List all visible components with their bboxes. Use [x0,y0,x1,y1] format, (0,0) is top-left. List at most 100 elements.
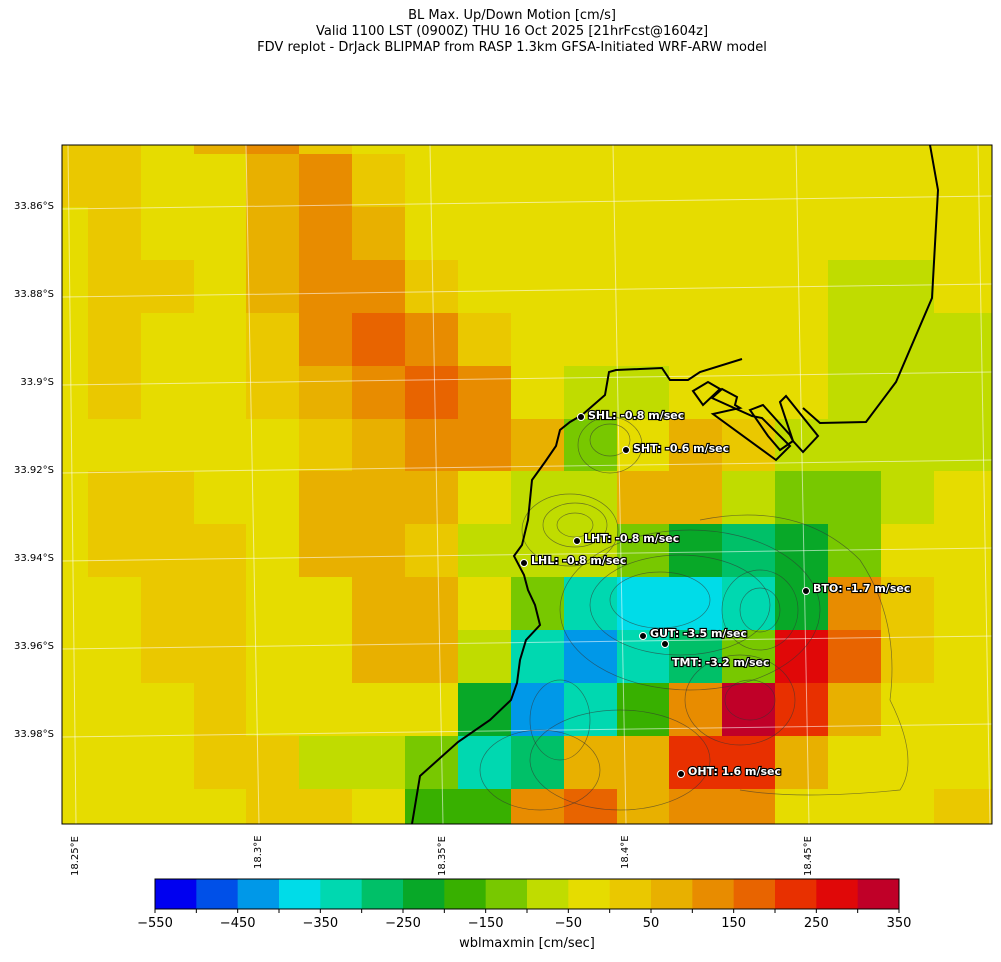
grid-cell [458,789,512,824]
heatmap-grid [62,145,992,824]
station-marker[interactable] [622,446,630,454]
grid-cell [881,313,935,367]
grid-cell [299,789,353,824]
grid-cell [62,630,89,684]
colorbar-segment [196,879,239,909]
grid-cell [246,260,300,314]
colorbar-segment [775,879,817,909]
grid-cell [352,366,406,420]
station-marker[interactable] [639,632,647,640]
grid-cell [881,366,935,420]
grid-cell [934,145,988,155]
colorbar-tick-label: 250 [803,916,829,931]
grid-cell [669,524,723,578]
grid-cell [987,313,992,367]
grid-cell [405,471,459,525]
grid-cell [987,260,992,314]
grid-cell [511,630,565,684]
station-label: SHL: -0.8 m/sec [588,409,684,422]
grid-cell [194,577,247,631]
grid-cell [88,736,142,790]
grid-cell [405,366,459,420]
grid-cell [299,524,353,578]
grid-cell [458,736,512,790]
grid-cell [828,577,882,631]
grid-cell [194,524,247,578]
grid-cell [194,313,247,367]
lat-label: 33.86°S [14,201,54,212]
title-line-2: Valid 1100 LST (0900Z) THU 16 Oct 2025 [… [315,24,709,39]
station-marker[interactable] [661,640,669,648]
grid-cell [458,313,512,367]
station-marker[interactable] [573,537,581,545]
station-marker[interactable] [520,559,528,567]
grid-cell [405,683,459,737]
colorbar-tick-label: −550 [137,916,173,931]
grid-cell [987,419,992,472]
grid-cell [194,630,247,684]
station-label: LHL: -0.8 m/sec [531,554,626,567]
colorbar-segment [692,879,735,909]
grid-cell [246,630,300,684]
grid-cell [62,154,89,208]
colorbar-segment [155,879,197,909]
grid-cell [458,683,512,737]
grid-cell [246,683,300,737]
grid-cell [141,313,195,367]
grid-cell [458,577,512,631]
grid-cell [299,260,353,314]
station-marker[interactable] [677,770,685,778]
grid-cell [617,366,670,420]
station-marker[interactable] [802,587,810,595]
grid-cell [881,207,935,261]
grid-cell [722,207,776,261]
grid-cell [828,789,882,824]
graticule [62,145,992,824]
grid-cell [141,524,195,578]
lat-label: 33.94°S [14,553,54,564]
grid-cell [881,471,935,525]
lon-label: 18.35°E [437,836,448,876]
grid-cell [669,736,723,790]
grid-cell [88,419,142,472]
grid-cell [194,683,247,737]
grid-cell [828,313,882,367]
colorbar-tick-label: 350 [886,916,912,931]
grid-cell [881,154,935,208]
colorbar-segment [279,879,321,909]
lat-label: 33.98°S [14,729,54,740]
station-label: GUT: -3.5 m/sec [650,627,747,640]
grid-cell [511,313,565,367]
grid-cell [828,736,882,790]
grid-cell [194,419,247,472]
colorbar-segment [485,879,528,909]
grid-cell [511,207,565,261]
grid-cell [511,577,565,631]
lon-label: 18.3°E [253,835,264,869]
grid-cell [722,789,776,824]
grid-cell [352,313,406,367]
grid-cell [352,736,406,790]
grid-cell [62,419,89,472]
grid-cell [564,683,618,737]
grid-cell [458,207,512,261]
grid-cell [669,313,723,367]
grid-cell [352,471,406,525]
grid-cell [458,154,512,208]
colorbar-tick-label: −50 [554,916,583,931]
lat-label: 33.96°S [14,641,54,652]
grid-cell [405,313,459,367]
grid-cell [352,789,406,824]
station-marker[interactable] [577,413,585,421]
grid-cell [405,145,459,155]
grid-cell [669,207,723,261]
grid-cell [194,736,247,790]
grid-cell [828,207,882,261]
grid-cell [828,471,882,525]
colorbar-segment [816,879,859,909]
grid-cell [881,683,935,737]
grid-cell [617,736,670,790]
grid-cell [617,154,670,208]
station-label: TMT: -3.2 m/sec [672,656,769,669]
